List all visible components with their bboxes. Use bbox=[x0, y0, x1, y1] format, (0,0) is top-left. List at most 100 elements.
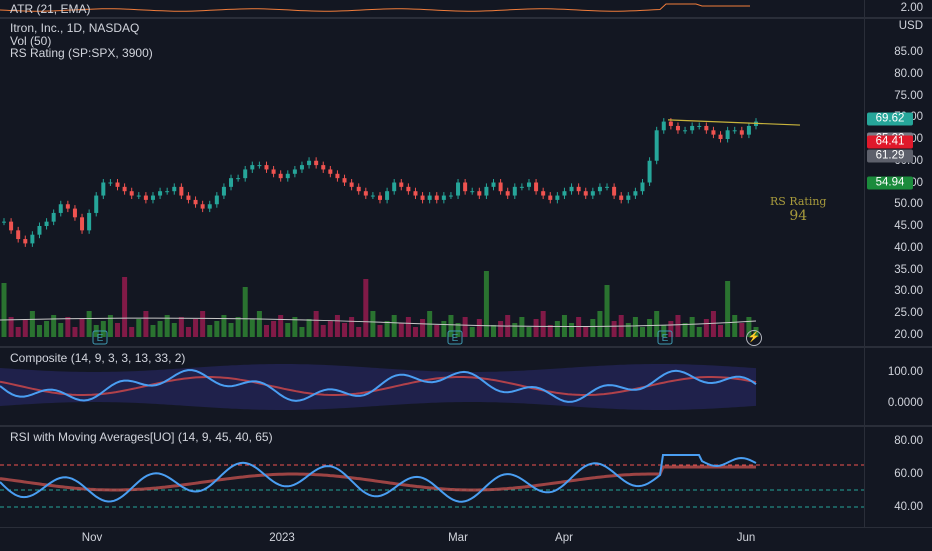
volume-bar bbox=[313, 311, 319, 337]
volume-bar bbox=[278, 315, 284, 337]
candle-body bbox=[214, 195, 219, 205]
volume-bar bbox=[611, 321, 617, 337]
volume-bar bbox=[746, 317, 752, 337]
volume-bar bbox=[235, 317, 241, 337]
price-pane[interactable]: E E E Itron, Inc., 1D, NASDAQ Vol (50) RS … bbox=[0, 19, 864, 346]
candle-body bbox=[725, 130, 730, 139]
svg-text:E: E bbox=[662, 333, 669, 344]
candle-body bbox=[626, 195, 631, 200]
composite-label[interactable]: Composite (14, 9, 3, 3, 13, 33, 2) bbox=[10, 351, 186, 365]
volume-bar bbox=[569, 323, 575, 337]
candle-body bbox=[378, 195, 382, 200]
x-label-2023: 2023 bbox=[269, 532, 295, 544]
candle-body bbox=[590, 191, 595, 196]
symbol-title[interactable]: Itron, Inc., 1D, NASDAQ bbox=[10, 21, 140, 35]
candle-body bbox=[583, 191, 588, 196]
candle-body bbox=[640, 182, 645, 192]
volume-bar bbox=[306, 319, 312, 337]
candle-body bbox=[597, 186, 602, 192]
rsi-scale[interactable]: 80.00 60.00 40.00 bbox=[864, 427, 932, 527]
x-label-apr: Apr bbox=[555, 532, 573, 544]
candle-body bbox=[690, 125, 695, 131]
pane-separator[interactable] bbox=[0, 17, 932, 19]
time-axis[interactable] bbox=[0, 527, 932, 551]
volume-bar bbox=[498, 321, 504, 337]
volume-bar bbox=[710, 311, 716, 337]
rsi-tick-40: 40.00 bbox=[894, 501, 923, 513]
composite-chart bbox=[0, 364, 757, 410]
volume-bar bbox=[157, 321, 163, 337]
candle-body bbox=[236, 178, 241, 180]
x-label-jun: Jun bbox=[736, 532, 756, 544]
replay-icon[interactable]: ⚡ bbox=[746, 330, 762, 346]
rs-indicator-label[interactable]: RS Rating (SP:SPX, 3900) bbox=[10, 46, 153, 60]
volume-bar bbox=[58, 323, 64, 337]
rsi-tick-80: 80.00 bbox=[894, 435, 923, 447]
candle-body bbox=[612, 186, 617, 196]
volume-bar bbox=[448, 315, 454, 337]
trendline bbox=[667, 119, 801, 126]
candle-body bbox=[165, 191, 170, 193]
rs-rating-title: RS Rating bbox=[770, 195, 827, 208]
volume-bar bbox=[249, 319, 255, 337]
price-tag: 69.62 bbox=[867, 112, 913, 126]
volume-bar bbox=[263, 325, 269, 337]
volume-bar bbox=[1, 283, 7, 337]
composite-line bbox=[0, 369, 757, 403]
atr-scale[interactable]: 2.00 bbox=[864, 0, 932, 17]
volume-bar bbox=[519, 317, 525, 337]
candle-body bbox=[307, 160, 312, 166]
atr-pane[interactable]: ATR (21, EMA) bbox=[0, 0, 864, 17]
volume-bar bbox=[384, 321, 390, 337]
x-label-nov: Nov bbox=[81, 532, 103, 544]
volume-ma-line bbox=[0, 317, 757, 328]
volume-label[interactable]: Vol (50) bbox=[10, 34, 52, 48]
candle-body bbox=[136, 195, 141, 197]
volume-bar bbox=[271, 321, 277, 337]
price-tick: 80.00 bbox=[894, 67, 923, 80]
svg-text:E: E bbox=[97, 333, 104, 344]
earnings-marker: E bbox=[447, 330, 463, 345]
volume-bar bbox=[363, 279, 369, 337]
candle-body bbox=[711, 130, 716, 135]
candle-body bbox=[477, 191, 482, 196]
volume-bar bbox=[214, 321, 220, 337]
price-tick: 85.00 bbox=[894, 46, 923, 58]
candle-body bbox=[399, 182, 404, 187]
price-scale[interactable]: USD 85.0080.0075.0070.0065.0060.0055.005… bbox=[864, 19, 932, 346]
candle-body bbox=[427, 195, 432, 200]
volume-bar bbox=[299, 327, 305, 337]
candle-body bbox=[697, 125, 702, 127]
composite-scale[interactable]: 100.00 0.0000 bbox=[864, 348, 932, 425]
candle-body bbox=[605, 186, 610, 188]
volume-bar bbox=[398, 323, 404, 337]
candle-body bbox=[491, 182, 496, 187]
candle-body bbox=[470, 191, 475, 193]
candle-body bbox=[668, 121, 673, 126]
candle-body bbox=[683, 130, 688, 132]
volume-bar bbox=[590, 319, 596, 337]
volume-bar bbox=[320, 325, 326, 337]
candle-body bbox=[434, 195, 439, 200]
price-tag: 64.41 bbox=[867, 135, 913, 149]
volume-bar bbox=[412, 327, 418, 337]
composite-pane[interactable]: Composite (14, 9, 3, 3, 13, 33, 2) bbox=[0, 348, 864, 425]
volume-bar bbox=[228, 323, 234, 337]
rsi-pane[interactable]: RSI with Moving Averages[UO] (14, 9, 45,… bbox=[0, 427, 864, 527]
earnings-marker: E bbox=[657, 330, 673, 345]
volume-bar bbox=[462, 317, 468, 337]
candle-body bbox=[292, 169, 297, 174]
volume-bar bbox=[732, 315, 738, 337]
candle-body bbox=[207, 204, 212, 209]
volume-bar bbox=[22, 319, 28, 337]
volume-bar bbox=[377, 325, 383, 337]
rsi-label[interactable]: RSI with Moving Averages[UO] (14, 9, 45,… bbox=[10, 430, 273, 444]
pane-separator[interactable] bbox=[0, 346, 932, 348]
volume-bar bbox=[178, 317, 184, 337]
rsi-tick-60: 60.00 bbox=[894, 468, 923, 480]
candle-body bbox=[186, 195, 191, 200]
candle-body bbox=[264, 165, 269, 170]
volume-bar bbox=[150, 325, 156, 337]
pane-separator[interactable] bbox=[0, 425, 932, 427]
